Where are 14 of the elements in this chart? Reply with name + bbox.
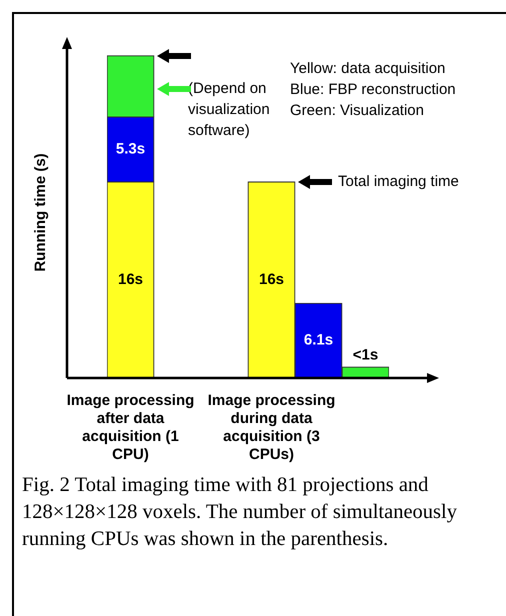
- data-label: 6.1s: [304, 332, 334, 349]
- annotation: Total imaging time: [338, 172, 459, 190]
- annotation: (Depend on visualization software): [188, 80, 270, 140]
- data-label: 16s: [118, 271, 144, 288]
- data-label: <1s: [352, 346, 378, 364]
- annotation: Green: Visualization: [290, 102, 424, 120]
- y-axis-title: Running time (s): [32, 153, 50, 272]
- data-label: 5.3s: [116, 140, 146, 158]
- x-tick-label: Image processing during data acquisition (3 CPUs): [208, 392, 336, 464]
- annotation: Blue: FBP reconstruction: [290, 81, 456, 98]
- x-tick-label: Image processing after data acquisition (1 CPU): [66, 392, 194, 464]
- data-label: 16s: [258, 271, 284, 288]
- caption: Fig. 2 Total imaging time with 81 projections and 128×128×128 voxels. The number of simultaneously running CPUs was shown in the parenthesis.: [22, 473, 458, 552]
- annotation: Yellow: data acquisition: [290, 60, 446, 78]
